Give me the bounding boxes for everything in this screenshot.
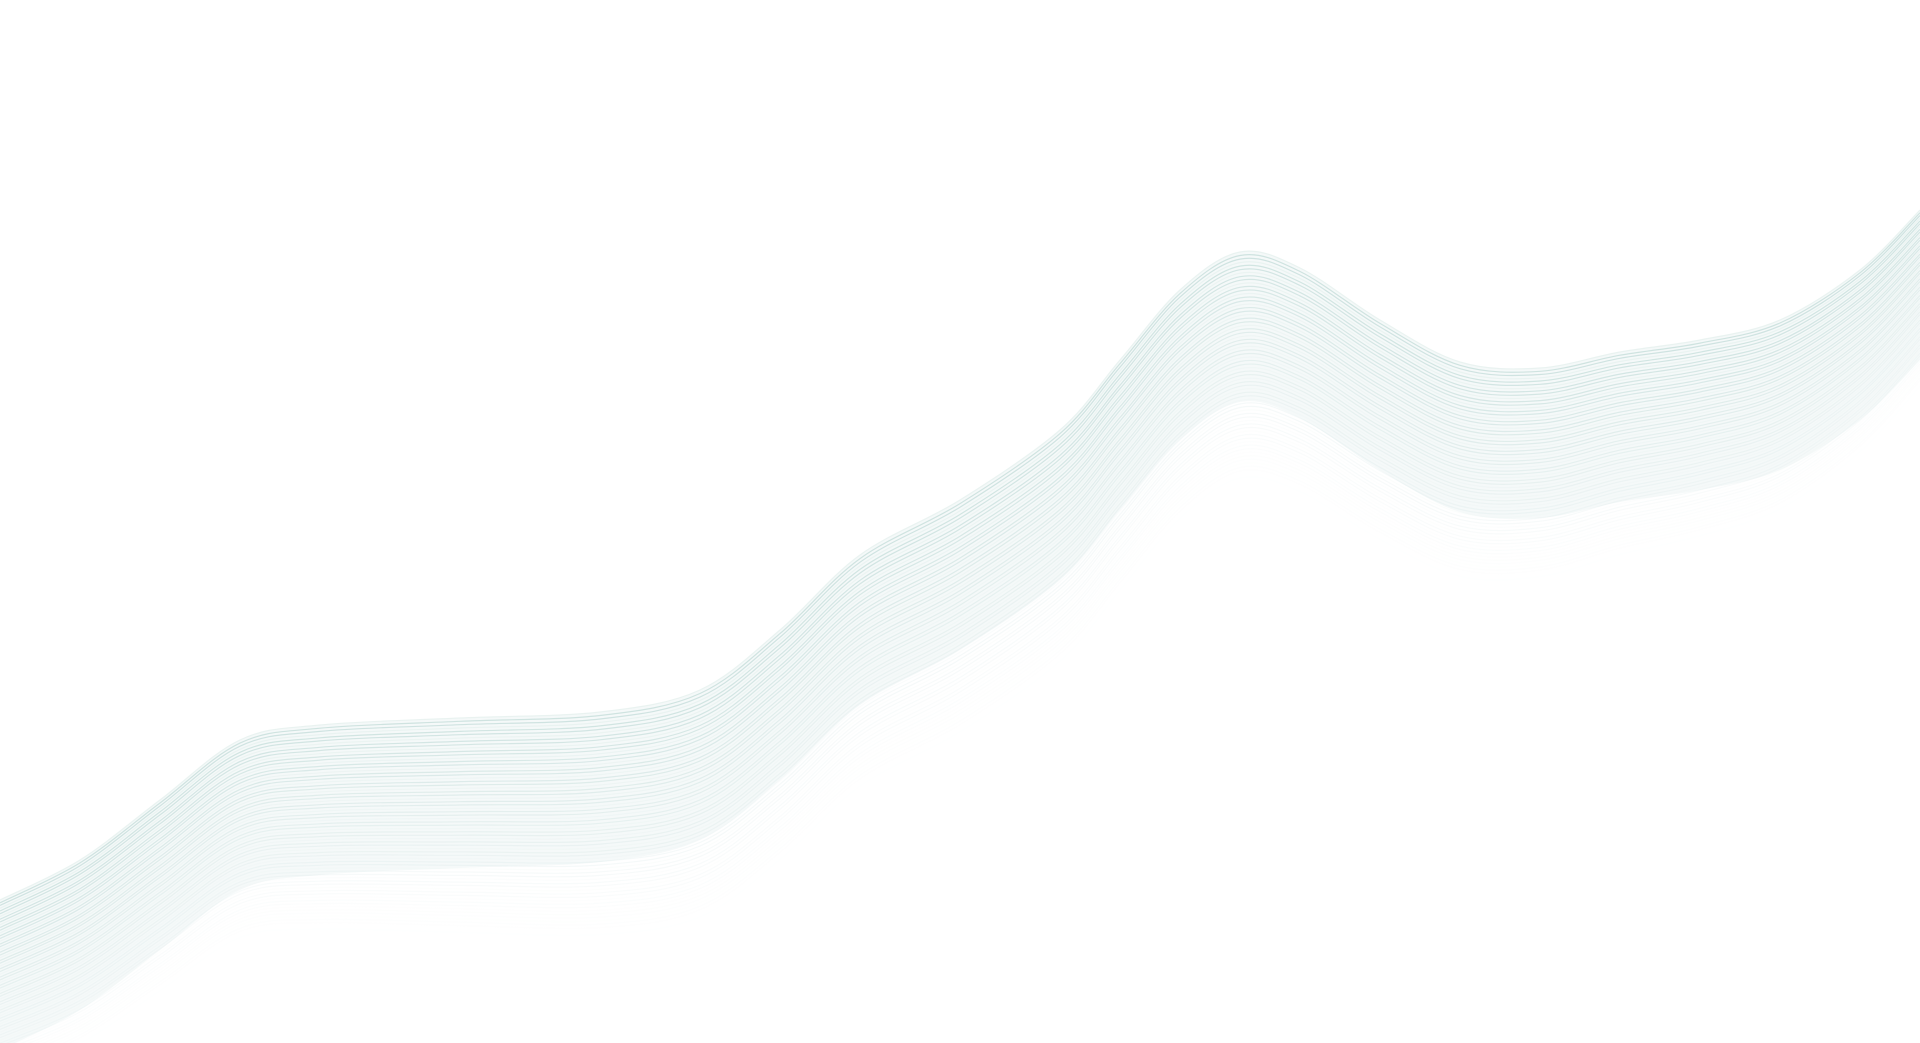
wave-line — [0, 333, 1920, 1025]
wave-line — [0, 215, 1920, 907]
wave-line — [0, 228, 1920, 920]
wave-line — [0, 338, 1920, 1030]
wave-line — [0, 242, 1920, 934]
wave-line — [0, 344, 1920, 1036]
wave-line — [0, 237, 1920, 929]
wave-line — [0, 308, 1920, 1000]
wave-line — [0, 286, 1920, 978]
wave-line — [0, 349, 1920, 1041]
wave-line — [0, 223, 1920, 915]
wave-line — [0, 272, 1920, 964]
wave-line — [0, 325, 1920, 1017]
wave-line — [0, 264, 1920, 956]
wave-line — [12, 358, 1920, 1043]
wave-line — [0, 226, 1920, 918]
wave-line — [0, 220, 1920, 912]
wave-line — [0, 231, 1920, 923]
wave-line — [41, 369, 1920, 1043]
wave-line — [0, 289, 1920, 981]
wave-line — [27, 363, 1920, 1043]
wave-line — [0, 212, 1920, 904]
wave-line — [0, 316, 1920, 1008]
wave-line — [0, 250, 1920, 942]
wave-line — [0, 253, 1920, 945]
wave-line — [0, 347, 1920, 1039]
wave-line — [0, 305, 1920, 997]
wave-line — [0, 314, 1920, 1006]
wave-line — [0, 217, 1920, 909]
wave-line — [0, 281, 1920, 973]
wave-line — [0, 319, 1920, 1011]
wave-line — [0, 267, 1920, 959]
wave-line — [0, 270, 1920, 962]
wave-line — [0, 303, 1920, 995]
wave-line — [34, 366, 1920, 1043]
wave-line — [5, 355, 1920, 1043]
wave-line — [0, 336, 1920, 1028]
wave-line — [20, 360, 1920, 1043]
wave-line — [0, 294, 1920, 986]
wave-line — [0, 352, 1920, 1043]
wave-line — [0, 327, 1920, 1019]
wave-line — [0, 300, 1920, 992]
wave-line — [0, 259, 1920, 951]
wave-line — [0, 245, 1920, 937]
wave-line — [0, 292, 1920, 984]
wave-line — [0, 341, 1920, 1033]
wave-line — [0, 278, 1920, 970]
wave-line — [0, 248, 1920, 940]
wave-line — [0, 209, 1920, 901]
wave-line — [0, 275, 1920, 967]
wave-line — [0, 330, 1920, 1022]
wave-line — [0, 297, 1920, 989]
wave-line — [0, 283, 1920, 975]
wave-line — [0, 234, 1920, 926]
wave-line — [0, 239, 1920, 931]
wave-line — [0, 311, 1920, 1003]
wave-line — [0, 256, 1920, 948]
wave-line — [0, 322, 1920, 1014]
wave-line — [0, 261, 1920, 953]
wave-line-group — [0, 209, 1920, 1043]
